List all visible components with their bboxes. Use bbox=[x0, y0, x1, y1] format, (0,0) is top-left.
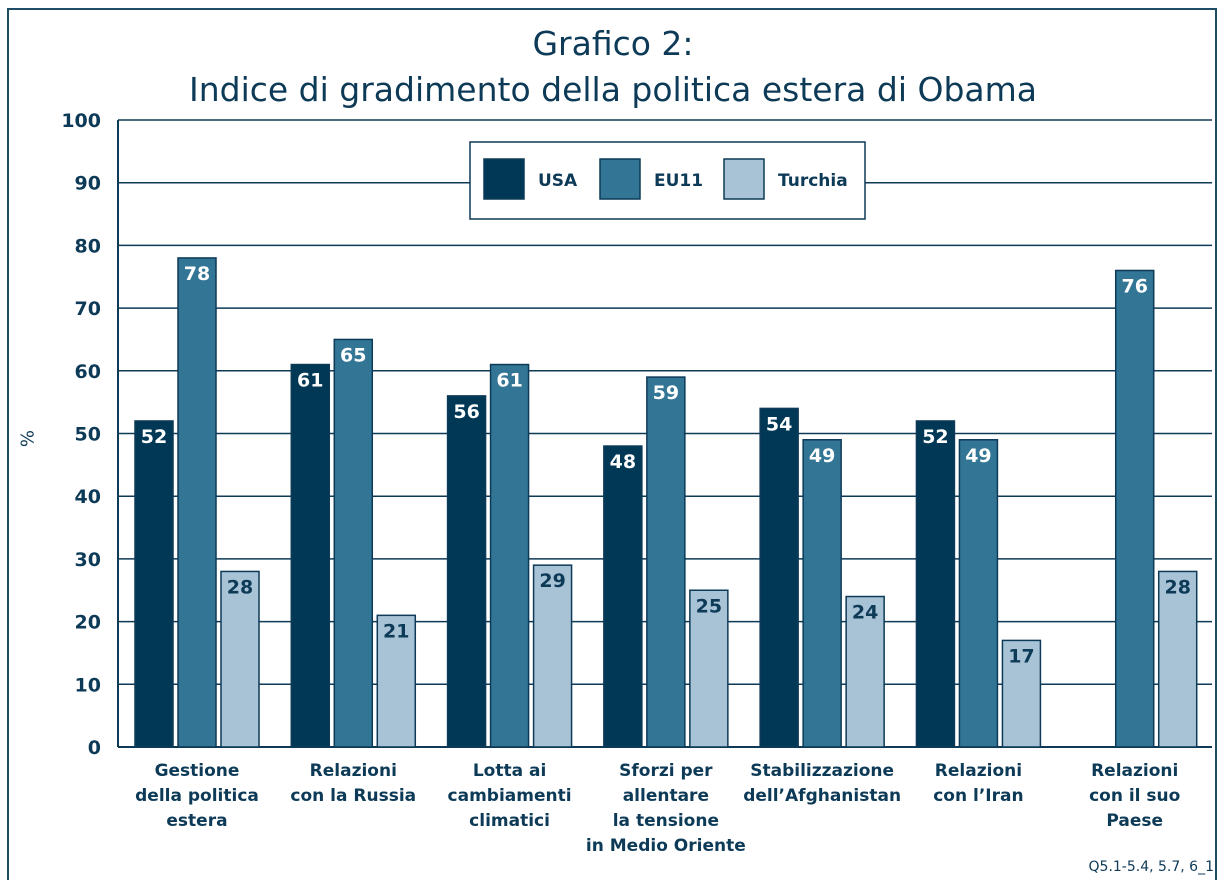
bar-value-label: 17 bbox=[1008, 645, 1034, 667]
x-category-label: Sforzi per allentare la tensione in Medio O… bbox=[586, 761, 746, 856]
chart-subtitle: Indice di gradimento della politica este… bbox=[188, 70, 1037, 109]
x-category-label-line: Stabilizzazione bbox=[750, 761, 894, 781]
chart-frame bbox=[7, 8, 1217, 880]
bar-value-label: 59 bbox=[653, 382, 679, 404]
x-category-label-line: estera bbox=[166, 811, 227, 831]
bar-value-label: 28 bbox=[227, 576, 253, 598]
bar-usa bbox=[134, 420, 174, 748]
x-category-label-line: cambiamenti bbox=[448, 786, 572, 806]
x-category-label: Gestione della politica estera bbox=[135, 761, 259, 831]
x-category-label-line: Lotta ai bbox=[473, 761, 546, 781]
y-tick-label: 30 bbox=[75, 549, 101, 571]
bar-value-label: 49 bbox=[809, 445, 835, 467]
bar-value-label: 25 bbox=[696, 595, 722, 617]
x-category-label-line: Paese bbox=[1106, 811, 1163, 831]
x-category-label-line: Sforzi per bbox=[619, 761, 713, 781]
x-category-label-line: con la Russia bbox=[290, 786, 416, 806]
bar-eu11 bbox=[177, 257, 217, 748]
x-category-label-line: Gestione bbox=[155, 761, 240, 781]
x-category-label: Lotta ai cambiamenti climatici bbox=[448, 761, 572, 831]
bar-eu11 bbox=[958, 439, 999, 748]
bar-turchia bbox=[532, 564, 573, 748]
x-category-label: Stabilizzazione dell’Afghanistan bbox=[743, 761, 901, 806]
legend-box bbox=[469, 141, 866, 220]
bar-value-label: 24 bbox=[852, 602, 878, 624]
x-category-label-line: Relazioni bbox=[935, 761, 1022, 781]
bar-value-label: 48 bbox=[610, 451, 636, 473]
y-tick-label: 100 bbox=[61, 110, 101, 132]
bar-value-label: 65 bbox=[340, 344, 366, 366]
bar-usa bbox=[290, 363, 331, 748]
bar-turchia bbox=[1001, 639, 1042, 748]
x-category-label-line: climatici bbox=[469, 811, 550, 831]
x-category-label-line: con l’Iran bbox=[933, 786, 1023, 806]
bar-turchia bbox=[689, 589, 729, 748]
y-tick-label: 40 bbox=[75, 486, 101, 508]
legend-swatch-usa bbox=[483, 158, 525, 200]
source-note: Q5.1-5.4, 5.7, 6_1 bbox=[1088, 859, 1214, 875]
bar-usa bbox=[915, 420, 956, 748]
bar-usa bbox=[446, 395, 487, 748]
bar-value-label: 49 bbox=[965, 445, 991, 467]
x-category-label-line: Relazioni bbox=[310, 761, 397, 781]
legend-label-usa: USA bbox=[538, 171, 578, 191]
y-tick-label: 50 bbox=[75, 424, 101, 446]
bar-eu11 bbox=[802, 439, 842, 748]
x-category-label: Relazioni con la Russia bbox=[290, 761, 416, 806]
bar-value-label: 21 bbox=[383, 620, 409, 642]
bar-value-label: 28 bbox=[1164, 576, 1190, 598]
chart-title: Grafico 2: bbox=[532, 24, 694, 63]
bar-value-label: 54 bbox=[766, 413, 792, 435]
bar-value-label: 29 bbox=[539, 570, 565, 592]
bar-turchia bbox=[220, 570, 260, 748]
bar-usa bbox=[603, 445, 643, 748]
bar-value-label: 52 bbox=[922, 426, 948, 448]
bar-value-label: 61 bbox=[496, 370, 522, 392]
y-tick-label: 80 bbox=[75, 235, 101, 257]
bar-value-label: 76 bbox=[1121, 275, 1147, 297]
legend-swatch-turchia bbox=[723, 158, 765, 200]
x-category-label-line: in Medio Oriente bbox=[586, 836, 746, 856]
bar-eu11 bbox=[646, 376, 686, 748]
x-category-label: Relazioni con il suo Paese bbox=[1089, 761, 1180, 831]
bar-eu11 bbox=[489, 363, 530, 748]
bar-turchia bbox=[1157, 570, 1198, 748]
y-tick-label: 20 bbox=[75, 612, 101, 634]
y-tick-label: 10 bbox=[75, 674, 101, 696]
bar-turchia bbox=[845, 595, 885, 748]
x-category-label-line: la tensione bbox=[613, 811, 719, 831]
legend-label-eu11: EU11 bbox=[654, 171, 703, 191]
bar-eu11 bbox=[333, 338, 374, 748]
y-tick-label: 0 bbox=[88, 737, 101, 759]
bar-value-label: 56 bbox=[453, 401, 479, 423]
x-category-label-line: dell’Afghanistan bbox=[743, 786, 901, 806]
x-category-label-line: allentare bbox=[623, 786, 709, 806]
legend-label-turchia: Turchia bbox=[778, 171, 848, 191]
x-category-label-line: della politica bbox=[135, 786, 259, 806]
bar-value-label: 52 bbox=[141, 426, 167, 448]
bar-eu11 bbox=[1114, 269, 1155, 748]
y-tick-label: 70 bbox=[75, 298, 101, 320]
y-tick-label: 60 bbox=[75, 361, 101, 383]
legend-swatch-eu11 bbox=[599, 158, 641, 200]
bar-turchia bbox=[376, 614, 417, 748]
bar-usa bbox=[759, 407, 799, 748]
x-category-label-line: Relazioni bbox=[1091, 761, 1178, 781]
bar-value-label: 78 bbox=[184, 263, 210, 285]
y-tick-label: 90 bbox=[75, 173, 101, 195]
x-category-label: Relazioni con l’Iran bbox=[933, 761, 1023, 806]
bar-value-label: 61 bbox=[297, 370, 323, 392]
x-category-label-line: con il suo bbox=[1089, 786, 1180, 806]
